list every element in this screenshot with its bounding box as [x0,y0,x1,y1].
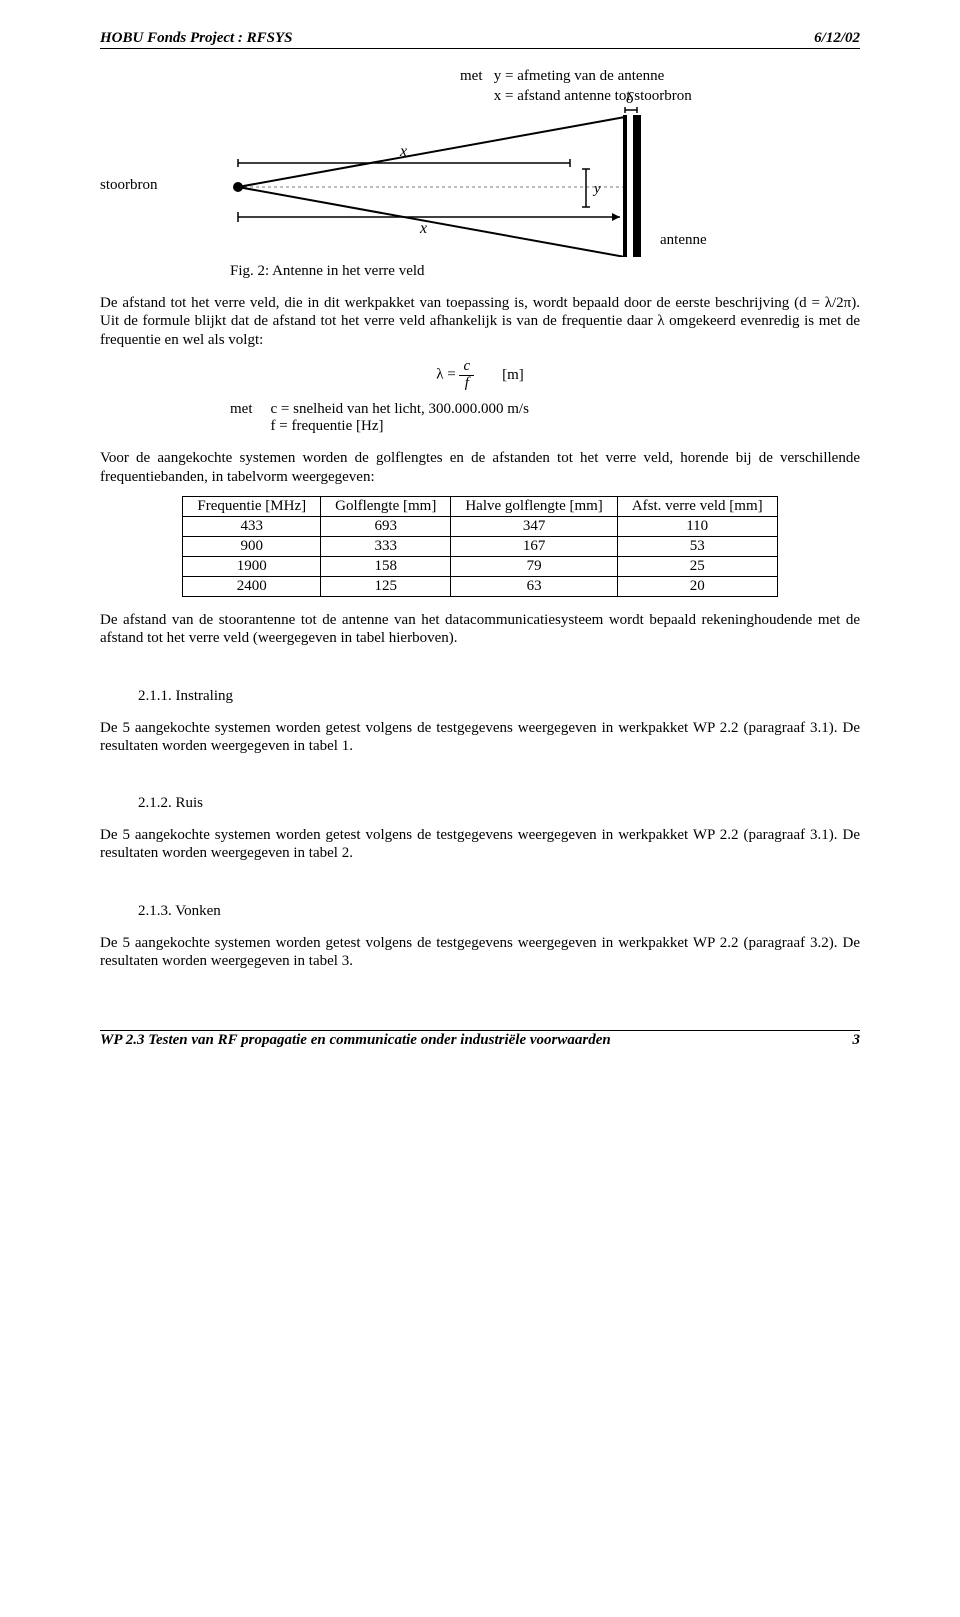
cell: 900 [183,536,321,556]
antenne-label: antenne [660,232,707,249]
cell: 433 [183,516,321,536]
table-row: 433 693 347 110 [183,516,777,536]
y-label: y [592,181,601,197]
cell: 333 [321,536,451,556]
para-verre-veld: De afstand tot het verre veld, die in di… [100,294,860,349]
formula-fraction: c f [459,359,474,392]
x-label-lower: x [419,220,427,237]
cell: 1900 [183,556,321,576]
formula-lhs: λ = [436,367,455,383]
page-footer: WP 2.3 Testen van RF propagatie en commu… [100,1030,860,1049]
table-row: 900 333 167 53 [183,536,777,556]
met-line-c: c = snelheid van het licht, 300.000.000 … [271,401,529,418]
cell: 25 [617,556,777,576]
cell: 20 [617,576,777,596]
table-header-row: Frequentie [MHz] Golflengte [mm] Halve g… [183,496,777,516]
header-left: HOBU Fonds Project : RFSYS [100,30,293,47]
page-header: HOBU Fonds Project : RFSYS 6/12/02 [100,30,860,49]
met-prefix: met [230,401,253,435]
page: HOBU Fonds Project : RFSYS 6/12/02 met y… [50,0,910,1089]
footer-left: WP 2.3 Testen van RF propagatie en commu… [100,1032,611,1049]
table-row: 1900 158 79 25 [183,556,777,576]
formula-legend: met c = snelheid van het licht, 300.000.… [230,401,860,435]
col-golf: Golflengte [mm] [321,496,451,516]
para-afstand: De afstand van de stoorantenne tot de an… [100,611,860,648]
cell: 63 [451,576,617,596]
cell: 125 [321,576,451,596]
figure-area: met y = afmeting van de antenne met x = … [100,57,860,257]
x-label-upper: x [399,143,407,160]
cell: 167 [451,536,617,556]
cell: 347 [451,516,617,536]
cell: 2400 [183,576,321,596]
wavelength-table: Frequentie [MHz] Golflengte [mm] Halve g… [182,496,777,597]
col-freq: Frequentie [MHz] [183,496,321,516]
col-halve: Halve golflengte [mm] [451,496,617,516]
para-table-intro: Voor de aangekochte systemen worden de g… [100,449,860,486]
footer-right: 3 [853,1032,861,1049]
delta-label: δ [626,90,634,107]
formula-num: c [459,359,474,375]
para-ruis: De 5 aangekochte systemen worden getest … [100,826,860,863]
formula-den: f [459,375,474,392]
formula-unit: [m] [502,367,524,384]
cell: 158 [321,556,451,576]
heading-vonken: 2.1.3. Vonken [138,903,860,920]
col-afst: Afst. verre veld [mm] [617,496,777,516]
cell: 79 [451,556,617,576]
antenna-diagram: x x y δ [230,57,660,257]
formula-wavelength: λ = c f [m] [100,359,860,392]
met-line-f: f = frequentie [Hz] [271,418,529,435]
heading-instraling: 2.1.1. Instraling [138,688,860,705]
para-vonken: De 5 aangekochte systemen worden getest … [100,934,860,971]
stoorbron-label: stoorbron [100,177,158,194]
header-right: 6/12/02 [814,30,860,47]
para-instraling: De 5 aangekochte systemen worden getest … [100,719,860,756]
cell: 693 [321,516,451,536]
cell: 110 [617,516,777,536]
heading-ruis: 2.1.2. Ruis [138,795,860,812]
figure-caption: Fig. 2: Antenne in het verre veld [230,263,860,280]
table-row: 2400 125 63 20 [183,576,777,596]
cell: 53 [617,536,777,556]
